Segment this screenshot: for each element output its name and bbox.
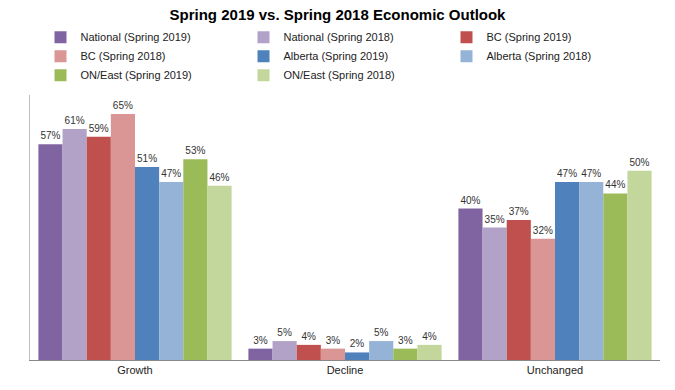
svg-text:46%: 46%	[209, 172, 229, 183]
svg-text:3%: 3%	[398, 335, 413, 346]
svg-text:57%: 57%	[40, 130, 60, 141]
svg-text:32%: 32%	[533, 225, 553, 236]
svg-text:53%: 53%	[185, 145, 205, 156]
svg-text:59%: 59%	[89, 123, 109, 134]
svg-text:44%: 44%	[605, 179, 625, 190]
svg-text:51%: 51%	[137, 153, 157, 164]
svg-text:40%: 40%	[460, 195, 480, 206]
svg-text:3%: 3%	[326, 335, 341, 346]
svg-text:3%: 3%	[253, 335, 268, 346]
svg-text:5%: 5%	[277, 327, 292, 338]
svg-text:65%: 65%	[113, 100, 133, 111]
svg-text:37%: 37%	[509, 206, 529, 217]
svg-text:47%: 47%	[161, 168, 181, 179]
svg-text:Growth: Growth	[117, 364, 152, 376]
svg-text:Spring 2019 vs. Spring 2018 Ec: Spring 2019 vs. Spring 2018 Economic Out…	[170, 6, 507, 23]
svg-text:4%: 4%	[422, 331, 437, 342]
svg-text:BC (Spring 2018): BC (Spring 2018)	[81, 50, 166, 62]
svg-text:35%: 35%	[485, 214, 505, 225]
svg-text:BC (Spring 2019): BC (Spring 2019)	[487, 31, 572, 43]
svg-text:ON/East (Spring 2018): ON/East (Spring 2018)	[284, 69, 395, 81]
svg-text:ON/East (Spring 2019): ON/East (Spring 2019)	[81, 69, 192, 81]
svg-text:Alberta (Spring 2018): Alberta (Spring 2018)	[487, 50, 592, 62]
svg-text:Decline: Decline	[327, 364, 364, 376]
svg-text:National (Spring 2019): National (Spring 2019)	[81, 31, 191, 43]
svg-text:4%: 4%	[301, 331, 316, 342]
svg-text:Alberta (Spring 2019): Alberta (Spring 2019)	[284, 50, 389, 62]
svg-text:47%: 47%	[557, 168, 577, 179]
svg-text:5%: 5%	[374, 327, 389, 338]
svg-text:2%: 2%	[350, 338, 365, 349]
svg-text:Unchanged: Unchanged	[527, 364, 583, 376]
svg-text:National (Spring 2018): National (Spring 2018)	[284, 31, 394, 43]
svg-text:61%: 61%	[65, 115, 85, 126]
svg-text:47%: 47%	[581, 168, 601, 179]
svg-text:50%: 50%	[629, 157, 649, 168]
